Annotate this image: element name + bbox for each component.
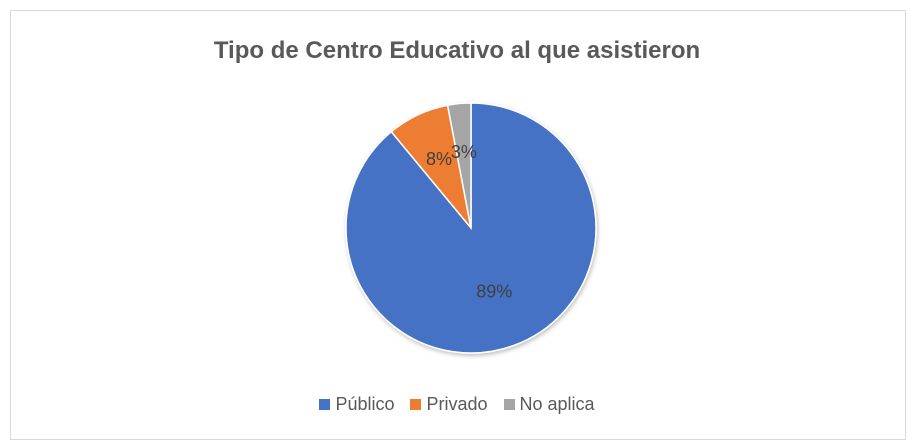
legend-item-privado: Privado (410, 394, 488, 415)
pie-slice-no-aplica (446, 102, 472, 229)
legend-swatch-privado (410, 399, 422, 410)
legend-swatch-publico (319, 399, 331, 410)
legend-label-publico: Público (335, 394, 395, 414)
chart-legend: Público Privado No aplica (0, 394, 914, 415)
legend-swatch-no-aplica (503, 399, 515, 410)
legend-item-publico: Público (319, 394, 394, 415)
data-label-no-aplica: 3% (451, 142, 477, 162)
legend-label-no-aplica: No aplica (519, 394, 595, 414)
data-label-privado: 8% (426, 149, 452, 169)
legend-item-no-aplica: No aplica (503, 394, 595, 415)
data-label-publico: 89% (476, 281, 512, 301)
legend-label-privado: Privado (426, 394, 488, 414)
chart-title: Tipo de Centro Educativo al que asistier… (213, 37, 701, 64)
